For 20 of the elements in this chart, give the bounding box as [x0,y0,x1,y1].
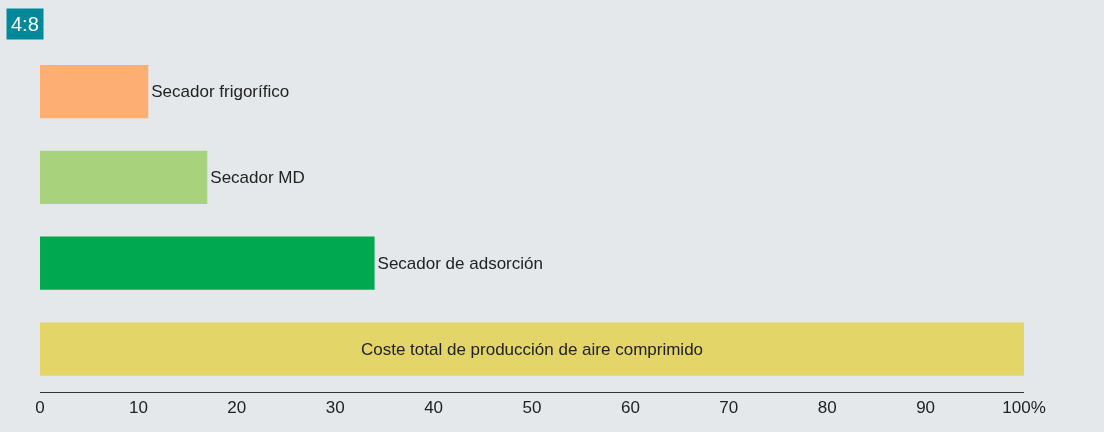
x-tick-label: 60 [620,398,640,418]
y-tick-label: Secador de adsorción [377,253,543,273]
y-tick-label: Secador frigorífico [151,82,290,102]
x-tick-label: 90 [916,398,936,418]
y-tick-label: Coste total de producción de aire comprimido [360,339,704,359]
x-tick-label: 70 [719,398,739,418]
bar [40,236,375,290]
x-tick-label: 30 [325,398,345,418]
bar [40,322,1024,376]
bar [40,64,149,119]
x-tick-label: 50 [522,398,542,418]
x-tick-label: 100% [1002,398,1046,418]
x-tick-label: 0 [35,398,45,418]
x-tick-label: 40 [424,398,444,418]
x-tick-label: 20 [227,398,247,418]
bar [40,150,208,204]
y-tick-label: Secador MD [210,167,305,187]
chart-title: 4:8 [11,13,39,35]
x-tick-label: 10 [128,398,148,418]
x-tick-label: 80 [817,398,837,418]
